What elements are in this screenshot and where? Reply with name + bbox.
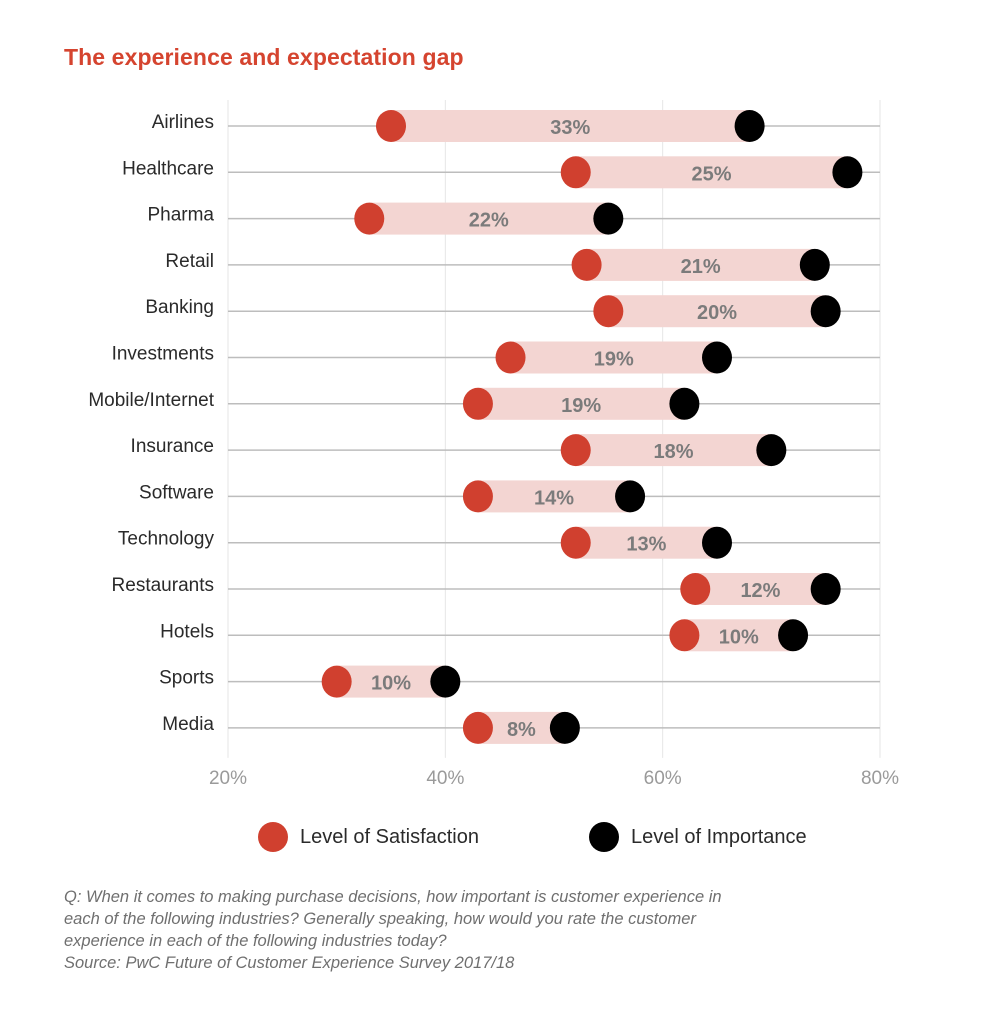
footnote-source: Source: PwC Future of Customer Experienc… [64,954,515,972]
importance-dot [756,434,787,467]
gap-band [336,665,446,698]
importance-dot [549,711,580,744]
x-tick-label: 40% [426,768,464,789]
footnote: Q: When it comes to making purchase deci… [64,886,844,974]
category-label: Retail [165,251,214,272]
gap-label: 33% [550,117,590,139]
gap-label: 18% [654,441,694,463]
dumbbell-chart: 20% 40% 60% 80% Airlines 33% Healthcare 25% Phar… [88,100,899,789]
satisfaction-dot [669,619,700,652]
legend-label: Level of Satisfaction [300,825,479,848]
satisfaction-dot [495,341,526,374]
category-label: Banking [145,297,214,318]
category-label: Software [139,482,214,503]
gap-label: 20% [697,302,737,324]
category-label: Airlines [152,112,214,133]
category-label: Insurance [131,436,214,457]
importance-dot [832,156,863,189]
satisfaction-dot [571,248,602,281]
x-tick-label: 80% [861,768,899,789]
satisfaction-dot [560,434,591,467]
importance-dot [430,665,461,698]
satisfaction-dot [354,202,385,235]
satisfaction-dot [321,665,352,698]
category-label: Mobile/Internet [88,390,214,411]
gap-label: 19% [561,395,601,417]
footnote-question-line: each of the following industries? Genera… [64,910,696,928]
satisfaction-dot [560,156,591,189]
importance-dot [810,295,841,328]
satisfaction-dot [593,295,624,328]
importance-dot [615,480,646,513]
gap-band [684,619,794,652]
legend: Level of Satisfaction Level of Importanc… [258,822,807,852]
legend-item-satisfaction: Level of Satisfaction [258,822,479,852]
category-label: Media [162,714,214,735]
gap-band [575,156,848,189]
category-label: Sports [159,668,214,689]
gap-band [695,573,826,605]
category-label: Restaurants [112,575,214,596]
satisfaction-dot [560,526,591,559]
gap-label: 25% [692,163,732,185]
x-tick-label: 20% [209,768,247,789]
satisfaction-dot [376,110,406,142]
gap-band [575,434,772,467]
black-circle-icon [589,822,619,852]
footnote-question-line: Q: When it comes to making purchase deci… [64,888,722,906]
chart-title: The experience and expectation gap [64,44,464,70]
category-label: Investments [112,344,214,365]
importance-dot [799,248,830,281]
category-label: Hotels [160,621,214,642]
importance-dot [734,110,765,142]
satisfaction-dot [462,480,493,513]
legend-label: Level of Importance [631,825,807,848]
category-label: Pharma [147,205,214,226]
gap-band [391,110,750,142]
gap-band [586,248,815,281]
gap-band [608,295,826,328]
importance-dot [778,619,809,652]
gap-label: 8% [507,719,536,741]
category-label: Technology [118,529,215,550]
importance-dot [593,202,624,235]
category-label: Healthcare [122,158,214,179]
gap-band [575,526,717,559]
gap-label: 10% [719,626,759,648]
gap-band [477,387,685,420]
x-tick-label: 60% [644,768,682,789]
satisfaction-dot [462,711,493,744]
satisfaction-dot [462,387,493,420]
importance-dot [702,341,732,374]
gap-label: 10% [371,673,411,695]
red-circle-icon [258,822,288,852]
gap-label: 19% [594,349,634,371]
gap-label: 12% [740,580,780,602]
gap-label: 21% [681,256,721,278]
gap-band [510,341,717,374]
gap-band [369,202,609,235]
satisfaction-dot [680,573,711,605]
gap-label: 13% [626,534,666,556]
gap-band [477,480,631,513]
gap-label: 14% [534,487,574,509]
importance-dot [669,387,700,420]
gap-label: 22% [469,210,509,232]
importance-dot [810,573,841,605]
footnote-question-line: experience in each of the following indu… [64,932,447,950]
importance-dot [702,526,732,559]
legend-item-importance: Level of Importance [589,822,807,852]
